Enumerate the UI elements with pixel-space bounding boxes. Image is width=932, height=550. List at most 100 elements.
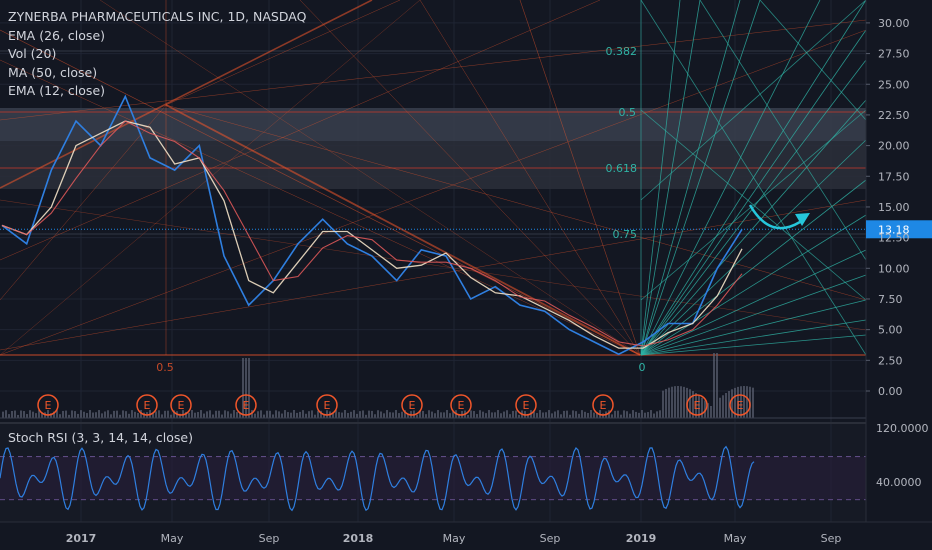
trendlines xyxy=(0,0,867,356)
volume-bar xyxy=(545,412,547,418)
price-tick-label: 27.50 xyxy=(878,48,910,61)
volume-bar xyxy=(419,410,421,418)
gann-fan xyxy=(640,0,867,356)
volume-bar xyxy=(170,414,172,418)
indicator-ema12[interactable]: EMA (12, close) xyxy=(8,83,106,98)
volume-bar xyxy=(650,410,652,418)
volume-bar xyxy=(440,412,442,418)
earnings-marker-circle xyxy=(729,394,751,416)
fib-band-middle xyxy=(0,141,866,189)
earnings-marker-label: E xyxy=(600,399,607,412)
fan-ray xyxy=(640,274,867,356)
volume-bar xyxy=(74,411,76,418)
price-tick-label: 15.00 xyxy=(878,201,910,214)
volume-bar xyxy=(611,414,613,418)
earnings-marker-label: E xyxy=(409,399,416,412)
volume-bar xyxy=(218,410,220,418)
volume-bar xyxy=(68,414,70,418)
price-axis xyxy=(865,0,932,550)
fan-ray xyxy=(640,334,867,356)
volume-bar xyxy=(209,410,211,418)
volume-bar xyxy=(65,410,67,418)
earnings-marker-circle xyxy=(450,394,472,416)
volume-bar xyxy=(431,411,433,418)
volume-bar xyxy=(35,413,37,418)
volume-bar xyxy=(131,410,133,418)
volume-bar xyxy=(185,411,187,418)
price-tick-label: 5.00 xyxy=(878,324,903,337)
volume-bar xyxy=(299,411,301,418)
volume-bar xyxy=(188,412,190,418)
volume-bar xyxy=(503,411,505,418)
price-tick-label: 0.00 xyxy=(878,385,903,398)
earnings-marker: E xyxy=(136,394,158,416)
volume-bar xyxy=(500,413,502,418)
volume-bar xyxy=(122,410,124,418)
ema26-line xyxy=(1,120,743,347)
indicator-ma50[interactable]: MA (50, close) xyxy=(8,64,98,80)
indicator-vol[interactable]: Vol (20) xyxy=(8,46,57,61)
volume-bar xyxy=(647,412,649,418)
earnings-marker-label: E xyxy=(144,399,151,412)
price-tick-label: 7.50 xyxy=(878,293,903,306)
volume-bar xyxy=(272,414,274,418)
volume-bar xyxy=(689,389,691,418)
volume-bar xyxy=(416,414,418,418)
volume-bar xyxy=(653,413,655,418)
volume-bar xyxy=(20,410,22,418)
volume-bar xyxy=(626,411,628,418)
volume-bar xyxy=(554,411,556,418)
volume-bar xyxy=(173,410,175,418)
volume-bar xyxy=(389,412,391,418)
volume-bar xyxy=(95,412,97,418)
volume-bar xyxy=(125,411,127,418)
volume-bar xyxy=(488,410,490,418)
volume-bar xyxy=(641,410,643,418)
volume-bar xyxy=(629,413,631,418)
volume-bar xyxy=(317,410,319,418)
last-price-label: 13.18 xyxy=(878,223,910,236)
volume-bar xyxy=(740,386,742,418)
volume-bar xyxy=(752,387,754,418)
volume-bar xyxy=(551,413,553,418)
volume-bar xyxy=(260,410,262,418)
volume-bar xyxy=(137,412,139,418)
fan-ray xyxy=(640,249,867,356)
earnings-marker-label: E xyxy=(523,399,530,412)
volume-bar xyxy=(662,390,664,418)
volume-bar xyxy=(251,410,253,418)
volume-bar xyxy=(350,411,352,418)
volume-bar xyxy=(320,410,322,418)
earnings-marker: E xyxy=(515,394,537,416)
stoch-rsi-title[interactable]: Stoch RSI (3, 3, 14, 14, close) xyxy=(8,430,193,445)
volume-bar xyxy=(476,414,478,418)
volume-bar xyxy=(281,413,283,418)
volume-bar xyxy=(572,410,574,418)
volume-bar xyxy=(8,414,10,418)
volume-bar xyxy=(407,413,409,418)
volume-bar xyxy=(548,410,550,418)
earnings-marker-circle xyxy=(316,394,338,416)
volume-bar xyxy=(623,410,625,418)
volume-bar xyxy=(32,411,34,418)
volume-bar xyxy=(71,410,73,418)
volume-bar xyxy=(80,410,82,418)
trend-line xyxy=(0,59,641,356)
symbol-title[interactable]: ZYNERBA PHARMACEUTICALS INC, 1D, NASDAQ xyxy=(8,9,307,24)
volume-bar xyxy=(332,413,334,418)
volume-bar xyxy=(116,410,118,418)
volume-bar xyxy=(695,392,697,418)
trend-line xyxy=(0,19,867,121)
volume-bar xyxy=(230,413,232,418)
volume-bar xyxy=(737,386,739,418)
volume-bar xyxy=(92,412,94,418)
indicator-ema26[interactable]: EMA (26, close) xyxy=(8,27,106,43)
earnings-marker: E xyxy=(235,394,257,416)
fan-grid-line xyxy=(759,0,867,121)
volume-bar xyxy=(179,413,181,418)
volume-bar xyxy=(725,392,727,418)
volume-bar xyxy=(344,410,346,418)
earnings-marker-label: E xyxy=(45,399,52,412)
volume-bar xyxy=(575,411,577,418)
